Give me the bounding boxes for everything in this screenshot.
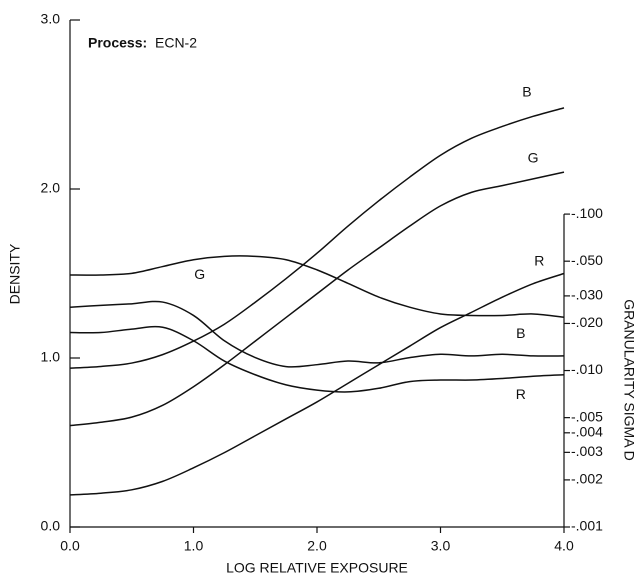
- annotation-label: Process:: [88, 35, 147, 51]
- x-tick-label: 2.0: [307, 538, 327, 554]
- y2-tick-label: -.020: [571, 314, 603, 330]
- y-tick-label: 0.0: [41, 518, 61, 534]
- curve: [69, 272, 565, 496]
- x-tick-label: 4.0: [554, 538, 574, 554]
- curve: [69, 171, 565, 427]
- curve: [69, 325, 565, 393]
- curve: [69, 300, 565, 368]
- curve-label: R: [516, 386, 526, 402]
- curve: [69, 107, 565, 369]
- curve-label: G: [194, 266, 205, 282]
- x-tick-label: 3.0: [431, 538, 451, 554]
- y-axis-title: DENSITY: [7, 243, 23, 304]
- annotation-value: ECN-2: [155, 35, 197, 51]
- y-tick-label: 2.0: [41, 180, 61, 196]
- y-tick-label: 1.0: [41, 349, 61, 365]
- curve-label: G: [528, 149, 539, 165]
- y2-tick-label: -.004: [571, 424, 603, 440]
- x-axis-title: LOG RELATIVE EXPOSURE: [226, 560, 408, 576]
- y-tick-label: 3.0: [41, 11, 61, 27]
- y2-tick-label: -.100: [571, 205, 603, 221]
- curve: [69, 255, 565, 319]
- y2-tick-label: -.010: [571, 361, 603, 377]
- y2-tick-label: -.003: [571, 443, 603, 459]
- y2-tick-label: -.001: [571, 518, 603, 534]
- y2-axis-title: GRANULARITY SIGMA D: [621, 299, 637, 461]
- curve-label: R: [534, 252, 544, 268]
- y2-tick-label: -.005: [571, 408, 603, 424]
- y2-tick-label: -.030: [571, 287, 603, 303]
- curve-label: B: [522, 83, 531, 99]
- x-tick-label: 0.0: [60, 538, 80, 554]
- y2-tick-label: -.002: [571, 471, 603, 487]
- x-tick-label: 1.0: [184, 538, 204, 554]
- y2-tick-label: -.050: [571, 252, 603, 268]
- curve-label: B: [516, 325, 525, 341]
